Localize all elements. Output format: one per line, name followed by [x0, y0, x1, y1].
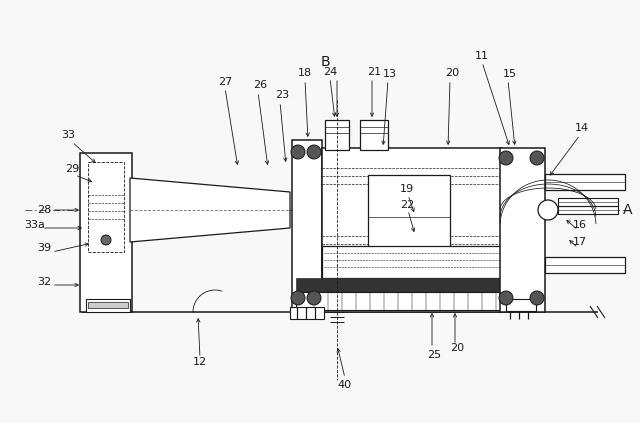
- Text: 27: 27: [218, 77, 232, 87]
- Circle shape: [530, 151, 544, 165]
- Text: 14: 14: [575, 123, 589, 133]
- Circle shape: [499, 291, 513, 305]
- Text: 12: 12: [193, 357, 207, 367]
- Bar: [506, 299, 536, 311]
- Bar: [80, 153, 132, 312]
- Text: A: A: [623, 203, 633, 217]
- Text: 19: 19: [400, 184, 414, 194]
- Text: 13: 13: [383, 69, 397, 79]
- Bar: [88, 302, 128, 308]
- Text: 22: 22: [400, 200, 414, 210]
- Text: 33: 33: [61, 130, 75, 140]
- Bar: [88, 162, 124, 252]
- Bar: [360, 120, 388, 150]
- Text: 33a: 33a: [24, 220, 45, 230]
- Bar: [325, 120, 349, 150]
- Circle shape: [499, 151, 513, 165]
- Text: 18: 18: [298, 68, 312, 78]
- Text: 32: 32: [37, 277, 51, 287]
- Bar: [558, 206, 618, 214]
- Text: 17: 17: [573, 237, 587, 247]
- Bar: [545, 257, 625, 273]
- Text: 20: 20: [450, 343, 464, 353]
- Text: 24: 24: [323, 67, 337, 77]
- Bar: [500, 148, 545, 312]
- Bar: [322, 148, 502, 312]
- Text: 16: 16: [573, 220, 587, 230]
- Text: 39: 39: [37, 243, 51, 253]
- Circle shape: [291, 291, 305, 305]
- Text: 40: 40: [338, 380, 352, 390]
- Text: 25: 25: [427, 350, 441, 360]
- Bar: [86, 299, 130, 312]
- Text: 23: 23: [275, 90, 289, 100]
- Circle shape: [530, 291, 544, 305]
- Bar: [292, 140, 322, 312]
- Text: 28: 28: [37, 205, 51, 215]
- Bar: [322, 246, 502, 278]
- Circle shape: [101, 235, 111, 245]
- Circle shape: [307, 291, 321, 305]
- Text: 20: 20: [445, 68, 459, 78]
- Bar: [558, 198, 618, 206]
- Bar: [296, 292, 501, 310]
- Bar: [368, 175, 450, 257]
- Circle shape: [538, 200, 558, 220]
- Bar: [296, 278, 501, 292]
- Circle shape: [291, 145, 305, 159]
- Text: 11: 11: [475, 51, 489, 61]
- Circle shape: [307, 145, 321, 159]
- Text: 21: 21: [367, 67, 381, 77]
- Bar: [545, 174, 625, 190]
- Text: 15: 15: [503, 69, 517, 79]
- Text: B: B: [320, 55, 330, 69]
- Polygon shape: [130, 178, 290, 242]
- Text: 29: 29: [65, 164, 79, 174]
- Text: 26: 26: [253, 80, 267, 90]
- Bar: [290, 307, 324, 319]
